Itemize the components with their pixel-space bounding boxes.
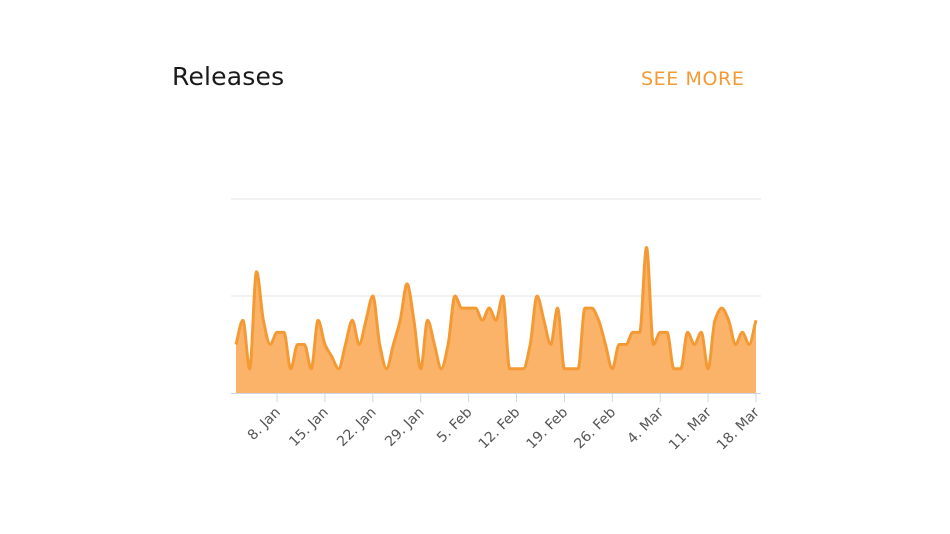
see-more-link[interactable]: SEE MORE [641, 68, 745, 90]
x-tick-label: 4. Mar [624, 404, 667, 447]
x-tick-label: 29. Jan [382, 405, 427, 450]
x-tick-label: 19. Feb [524, 404, 572, 452]
x-tick-label: 18. Mar [714, 404, 763, 453]
card-title: Releases [172, 62, 285, 91]
x-tick-label: 15. Jan [286, 405, 331, 450]
x-tick-label: 5. Feb [434, 404, 476, 446]
x-tick-label: 11. Mar [666, 404, 715, 453]
x-tick-label: 12. Feb [476, 404, 524, 452]
series-line [234, 246, 758, 371]
x-tick-label: 8. Jan [245, 405, 284, 444]
x-tick-label: 22. Jan [334, 405, 379, 450]
x-tick-label: 26. Feb [571, 404, 619, 452]
x-axis-ticks: 8. Jan 15. Jan 22. Jan 29. Jan 5. Feb 12. Feb… [245, 393, 763, 453]
grid-lines [231, 198, 761, 297]
